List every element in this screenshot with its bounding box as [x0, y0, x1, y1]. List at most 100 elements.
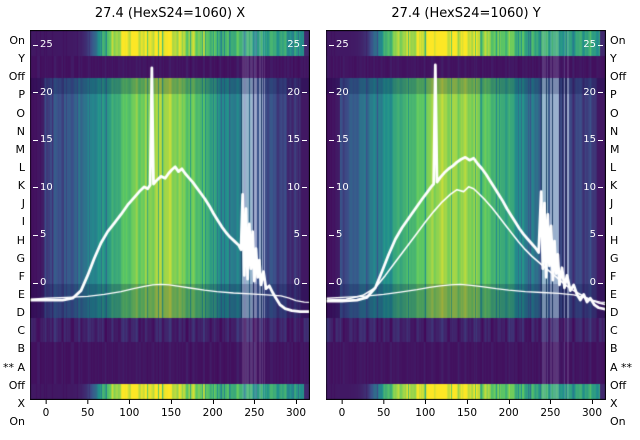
row-label: E — [18, 287, 25, 301]
tick-value: 0 — [293, 277, 300, 288]
inner-tick-label: 15 — [329, 134, 349, 146]
tick-mark — [33, 234, 38, 236]
row-label: C — [610, 324, 618, 338]
tick-value: 20 — [287, 86, 300, 98]
row-label: On — [9, 414, 25, 428]
tick-value: 20 — [336, 86, 349, 98]
row-label: B — [17, 342, 25, 356]
tick-value: 15 — [583, 134, 596, 146]
row-label: J — [21, 197, 25, 211]
x-tick-label: 200 — [498, 400, 519, 419]
row-label: ** A — [2, 360, 25, 374]
x-tick-label: 150 — [160, 400, 182, 419]
tick-value: 20 — [40, 86, 53, 98]
inner-tick-label: 25 — [583, 39, 603, 51]
tick-value: 5 — [40, 229, 47, 241]
tick-mark — [302, 282, 307, 284]
x-tick-label: 250 — [244, 400, 265, 419]
tick-value: 10 — [336, 181, 349, 193]
tick-mark — [33, 187, 38, 189]
right-axis-labels: On Y Off P O N M L K J I H G F E D C B A ** Off X On — [609, 0, 637, 440]
x-tick-label: 300 — [285, 400, 307, 419]
row-label: Y — [18, 52, 25, 66]
tick-mark — [598, 92, 603, 94]
row-label: D — [610, 306, 619, 320]
row-label: X — [17, 396, 25, 410]
tick-value: 25 — [336, 39, 349, 50]
left-axis-labels: On Y Off P O N M L K J I H G F E D C B ** A Off X On — [0, 0, 28, 440]
inner-tick-label: 10 — [583, 182, 603, 194]
inner-tick-label: 5 — [329, 229, 342, 241]
tick-value: 15 — [287, 134, 300, 146]
inner-tick-label: 0 — [590, 277, 603, 289]
row-label: M — [610, 142, 620, 156]
tick-value: 10 — [583, 181, 596, 193]
tick-value: 0 — [589, 277, 596, 288]
row-label: N — [610, 124, 619, 138]
inner-tick-label: 0 — [329, 277, 342, 289]
inner-tick-label: 25 — [33, 39, 53, 51]
tick-value: 5 — [293, 229, 300, 241]
tick-value: 25 — [40, 39, 53, 50]
inner-tick-label: 15 — [33, 134, 53, 146]
row-label: O — [16, 106, 25, 120]
inner-tick-label: 15 — [287, 134, 307, 146]
heatmap-plot: 25 20 15 10 5 0 25 20 15 10 5 0 — [30, 30, 310, 400]
row-label: F — [610, 269, 617, 283]
tick-value: 15 — [40, 134, 53, 146]
panel-title: 27.4 (HexS24=1060) Y — [391, 6, 541, 21]
inner-tick-label: 20 — [287, 87, 307, 99]
row-label: On — [9, 34, 25, 47]
row-label: F — [18, 269, 25, 283]
row-label: K — [17, 179, 25, 193]
tick-mark — [598, 44, 603, 46]
tick-mark — [302, 234, 307, 236]
x-tick-label: 200 — [202, 400, 223, 419]
tick-value: 15 — [336, 134, 349, 146]
tick-value: 5 — [589, 229, 596, 241]
x-tick-label: 300 — [581, 400, 603, 419]
x-tick-label: 50 — [80, 400, 95, 419]
row-label: P — [18, 88, 25, 102]
inner-tick-label: 5 — [294, 229, 307, 241]
tick-value: 10 — [287, 181, 300, 193]
x-tick-label: 100 — [415, 400, 436, 419]
row-label: D — [16, 306, 25, 320]
inner-tick-label: 10 — [33, 182, 53, 194]
inner-tick-label: 5 — [590, 229, 603, 241]
panel-title: 27.4 (HexS24=1060) X — [94, 6, 246, 21]
row-label: J — [610, 197, 614, 211]
inner-tick-label: 20 — [33, 87, 53, 99]
x-tick-label: 0 — [42, 400, 50, 419]
tick-value: 5 — [336, 229, 343, 241]
x-axis-ticks: 0 50 100 150 200 250 300 — [326, 400, 606, 423]
row-label: H — [16, 233, 25, 247]
inner-tick-label: 25 — [329, 39, 349, 51]
x-axis-ticks: 0 50 100 150 200 250 300 — [30, 400, 310, 423]
tick-value: 0 — [336, 277, 343, 288]
inner-tick-label: 20 — [329, 87, 349, 99]
tick-mark — [329, 187, 334, 189]
tick-value: 20 — [583, 86, 596, 98]
row-label: X — [610, 396, 618, 410]
tick-mark — [598, 234, 603, 236]
tick-mark — [302, 44, 307, 46]
heatmap-canvas — [30, 30, 310, 400]
row-label: Y — [610, 52, 617, 66]
row-label: M — [15, 142, 26, 156]
row-label: L — [610, 160, 617, 174]
row-label: On — [610, 34, 626, 47]
row-label: Off — [8, 70, 25, 84]
x-tick-label: 100 — [119, 400, 140, 419]
tick-mark — [33, 44, 38, 46]
tick-mark — [329, 44, 334, 46]
tick-value: 25 — [287, 39, 300, 50]
row-label: A ** — [610, 360, 633, 374]
inner-tick-label: 5 — [33, 229, 46, 241]
tick-value: 0 — [40, 277, 47, 288]
inner-tick-label: 20 — [583, 87, 603, 99]
x-tick-label: 50 — [376, 400, 391, 419]
x-tick-label: 0 — [338, 400, 346, 419]
row-label: E — [610, 287, 617, 301]
